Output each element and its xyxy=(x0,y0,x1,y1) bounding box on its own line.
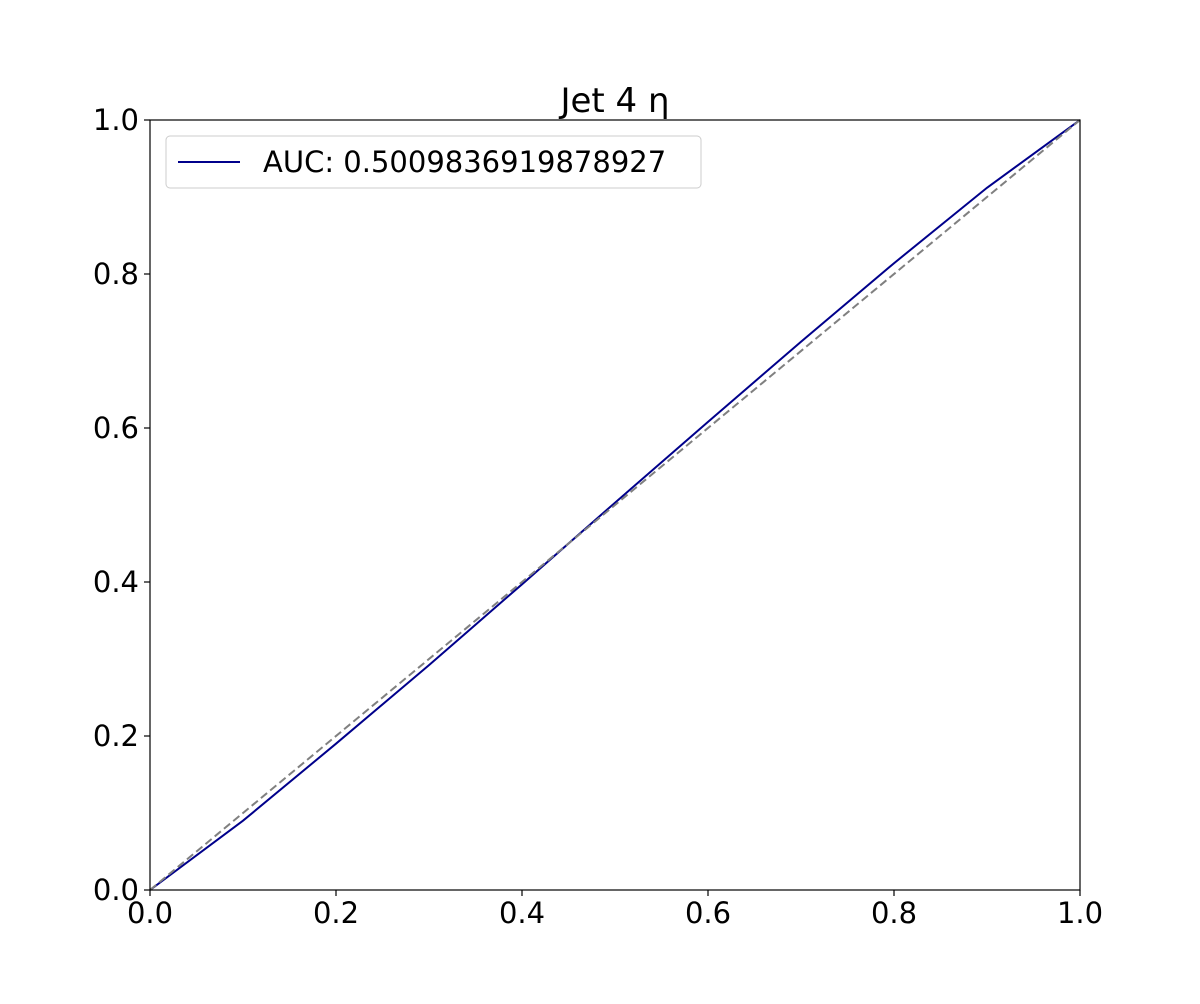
chart-title: Jet 4 η xyxy=(558,81,669,121)
x-tick-label: 0.2 xyxy=(313,896,359,930)
x-tick-label: 0.6 xyxy=(685,896,731,930)
y-tick-label: 0.2 xyxy=(93,719,139,753)
x-tick-label: 0.0 xyxy=(127,896,173,930)
legend-box xyxy=(165,135,702,189)
x-tick-label: 0.8 xyxy=(871,896,917,930)
y-tick-label: 0.8 xyxy=(93,257,139,291)
y-tick-label: 0.4 xyxy=(93,565,139,599)
y-tick-label: 0.6 xyxy=(93,411,139,445)
plot-frame xyxy=(149,119,1081,891)
line-series xyxy=(149,119,1081,891)
y-tick-label: 1.0 xyxy=(93,103,139,137)
legend-label: AUC: 0.5009836919878927 xyxy=(263,145,666,179)
x-tick-label: 0.4 xyxy=(499,896,545,930)
line-series xyxy=(149,119,1081,891)
x-tick-label: 1.0 xyxy=(1057,896,1103,930)
y-tick-label: 0.0 xyxy=(93,873,139,907)
